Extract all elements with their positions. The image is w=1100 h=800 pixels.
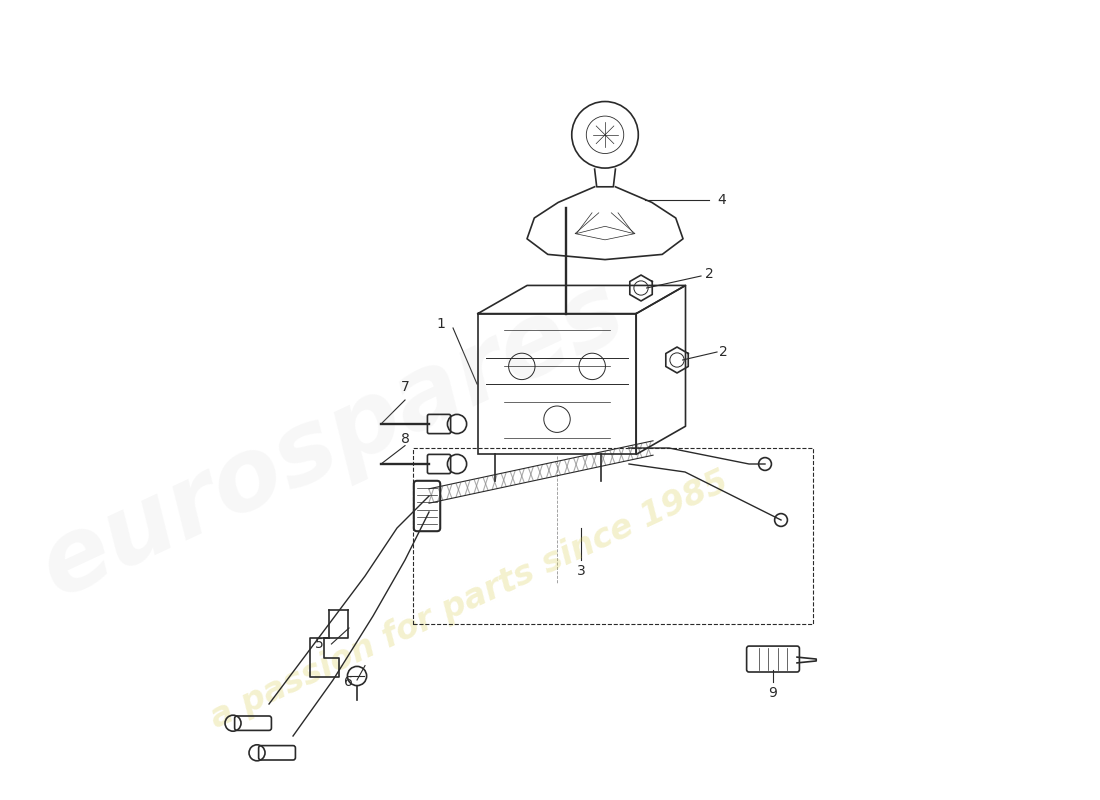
Text: eurospares: eurospares [25, 262, 640, 618]
Text: a passion for parts since 1985: a passion for parts since 1985 [205, 465, 734, 735]
Text: 3: 3 [576, 564, 585, 578]
Text: 5: 5 [315, 637, 323, 651]
Text: 7: 7 [402, 380, 410, 394]
Text: 2: 2 [705, 266, 714, 281]
Text: 2: 2 [718, 345, 727, 359]
Text: 6: 6 [344, 674, 353, 689]
Text: 4: 4 [717, 193, 726, 207]
Text: 8: 8 [402, 432, 410, 446]
Text: 9: 9 [769, 686, 778, 699]
Text: 1: 1 [436, 317, 446, 331]
